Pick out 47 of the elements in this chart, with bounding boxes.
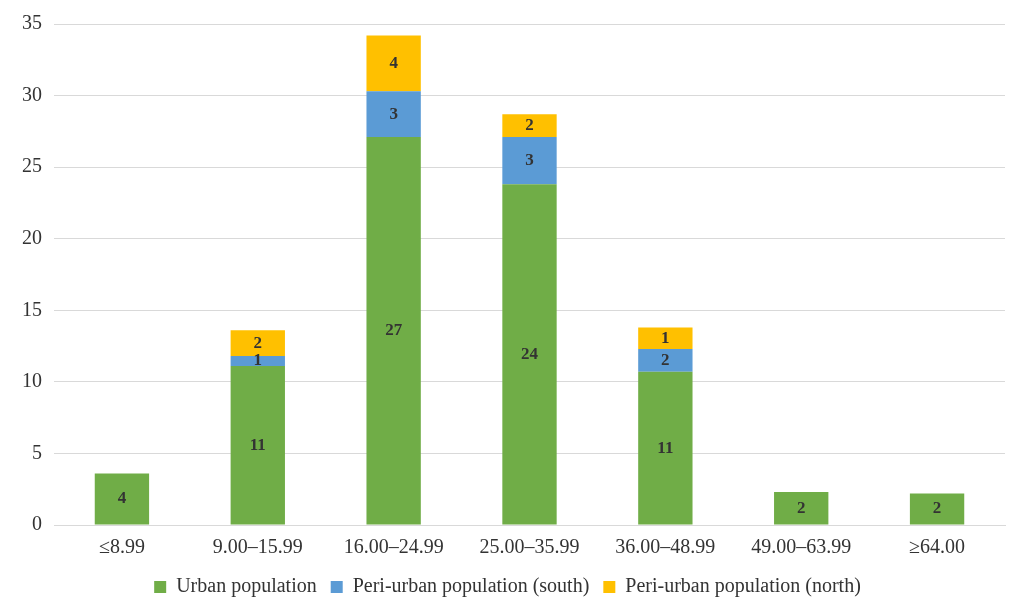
bar <box>230 356 285 367</box>
x-tick-label: ≤8.99 <box>98 535 145 558</box>
data-label: 4 <box>117 488 127 508</box>
bar <box>366 91 421 138</box>
bar <box>502 184 557 525</box>
bar <box>94 473 150 525</box>
x-tick-label: 36.00–48.99 <box>615 535 716 558</box>
bar <box>366 137 421 525</box>
bar <box>638 348 693 372</box>
bar <box>502 137 557 185</box>
y-tick-label: 0 <box>32 512 42 535</box>
bar <box>230 366 285 525</box>
legend-label: Peri-urban population (south) <box>352 574 590 598</box>
data-label: 2 <box>253 332 263 352</box>
y-tick-label: 5 <box>32 440 42 463</box>
bar <box>909 493 965 525</box>
data-label: 2 <box>661 349 670 369</box>
y-tick-label: 35 <box>22 11 42 34</box>
x-tick-label: ≥64.00 <box>909 535 966 558</box>
y-tick-label: 25 <box>22 154 42 177</box>
y-tick-label: 15 <box>22 297 42 320</box>
data-label: 27 <box>385 320 403 340</box>
data-label: 2 <box>525 115 534 135</box>
data-label: 3 <box>525 150 534 170</box>
y-tick-label: 10 <box>22 369 42 392</box>
data-label: 3 <box>389 103 398 123</box>
bar <box>366 35 421 92</box>
y-tick-label: 30 <box>22 82 42 105</box>
x-tick-label: 25.00–35.99 <box>479 535 580 558</box>
data-label: 11 <box>249 434 266 454</box>
legend-label: Urban population <box>176 574 317 598</box>
x-tick-label: 16.00–24.99 <box>343 535 444 558</box>
data-label: 1 <box>661 327 670 347</box>
x-tick-label: 9.00–15.99 <box>212 535 303 558</box>
bar <box>638 371 693 525</box>
data-label: 24 <box>521 343 539 363</box>
data-label: 11 <box>657 437 674 457</box>
data-label: 2 <box>932 498 942 518</box>
legend-label: Peri-urban population (north) <box>625 574 861 598</box>
x-tick-label: 49.00–63.99 <box>751 535 852 558</box>
y-tick-label: 20 <box>22 225 42 248</box>
bar <box>638 327 693 349</box>
data-label: 4 <box>389 52 399 72</box>
bar <box>774 492 829 525</box>
bar <box>502 114 557 138</box>
data-label: 2 <box>796 497 806 517</box>
data-label: 1 <box>253 350 263 370</box>
